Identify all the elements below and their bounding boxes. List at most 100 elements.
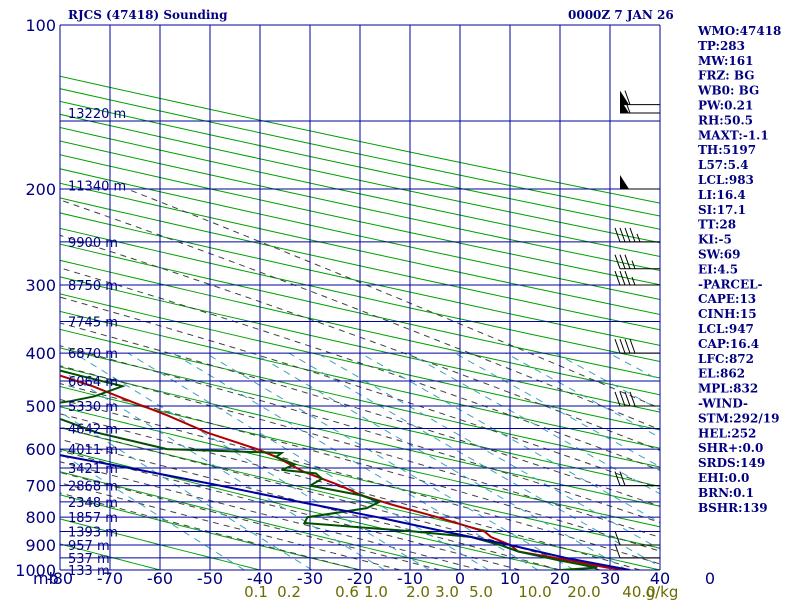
- pressure-tick-label: 800: [25, 508, 56, 527]
- moist-adiabat-line: [60, 492, 361, 570]
- index-item: KI:-5: [698, 233, 732, 247]
- wind-barb: [614, 471, 660, 487]
- wind-barb-half: [631, 260, 636, 269]
- index-item: MAXT:-1.1: [698, 128, 769, 142]
- moist-adiabat-line: [60, 199, 660, 431]
- index-item: EHI:0.0: [698, 471, 749, 485]
- wind-barb-pennant: [620, 98, 629, 113]
- sounding-series: [60, 369, 631, 570]
- wind-barb: [620, 98, 660, 114]
- index-item: WMO:47418: [697, 24, 781, 38]
- mixing-ratio-label: 10.0: [518, 583, 551, 600]
- wind-barb: [614, 530, 660, 546]
- height-label: 6064 m: [68, 375, 118, 390]
- wind-barb-half: [636, 233, 641, 243]
- moist-adiabat-line: [60, 450, 521, 570]
- height-label: 6870 m: [68, 347, 118, 362]
- moist-adiabats: [60, 188, 660, 570]
- sounding-line-2: [60, 454, 631, 570]
- wind-barb-flag: [619, 270, 626, 286]
- pressure-tick-label: 500: [25, 397, 56, 416]
- pressure-tick-label: 1000: [15, 561, 56, 580]
- wind-barb-flag: [614, 270, 621, 286]
- mixing-ratio-label: 2.0: [406, 583, 430, 600]
- temperature-tick-label: -20: [347, 569, 373, 588]
- height-label: 5330 m: [68, 400, 118, 415]
- wind-barb-pennant: [620, 175, 629, 190]
- wind-barb-pennant: [620, 90, 629, 105]
- wind-barb-flag: [614, 543, 621, 559]
- height-label: 537 m: [68, 552, 110, 567]
- wind-barb-flag: [624, 270, 631, 286]
- temperature-tick-label: 0: [455, 569, 465, 588]
- wind-barb: [614, 543, 660, 559]
- index-item: PW:0.21: [698, 99, 753, 113]
- index-item: LCL:983: [698, 173, 754, 187]
- temperature-tick-label: 0: [705, 569, 715, 588]
- wind-barb: [620, 175, 660, 190]
- wind-barb-flag: [619, 338, 626, 354]
- wind-barb-flag: [624, 227, 631, 243]
- height-label: 4642 m: [68, 422, 118, 437]
- height-label: 3421 m: [68, 462, 118, 477]
- pressure-tick-label: 600: [25, 440, 56, 459]
- pressure-tick-label: 300: [25, 276, 56, 295]
- index-item: TH:5197: [698, 143, 756, 157]
- index-item: EL:862: [698, 367, 745, 381]
- temperature-tick-label: -80: [47, 569, 73, 588]
- index-item: WB0: BG: [697, 84, 759, 98]
- temperature-tick-label: -40: [247, 569, 273, 588]
- height-label: 1857 m: [68, 511, 118, 526]
- wind-barb-flag: [619, 254, 626, 269]
- wind-barbs: [614, 90, 660, 559]
- temperature-tick-label: -10: [397, 569, 423, 588]
- mixing-ratio-label: 0.2: [277, 583, 301, 600]
- wind-barb-flag: [624, 254, 631, 269]
- wind-barb-flag: [624, 338, 631, 354]
- pressure-tick-label: 700: [25, 477, 56, 496]
- index-item: CAP:16.4: [698, 337, 759, 351]
- moist-adiabat-line: [60, 345, 660, 523]
- wind-barb-flag: [629, 227, 636, 243]
- moist-adiabat-line: [60, 471, 441, 570]
- index-item: BSHR:139: [698, 501, 768, 515]
- index-item: HEL:252: [698, 426, 756, 440]
- temperature-tick-label: -70: [97, 569, 123, 588]
- index-item: LI:16.4: [698, 188, 746, 202]
- mixing-ratio-label: 1.0: [364, 583, 388, 600]
- height-label: 8750 m: [68, 279, 118, 294]
- wind-barb-flag: [619, 471, 626, 486]
- wind-barb: [614, 227, 660, 243]
- moist-adiabat-line: [60, 296, 660, 490]
- mixing-ratio-label: g/kg: [646, 583, 679, 600]
- wind-barb: [614, 254, 660, 270]
- height-label: 957 m: [68, 539, 110, 554]
- index-item: MW:161: [698, 54, 753, 68]
- index-item: SW:69: [698, 248, 740, 262]
- temperature-tick-label: 40: [650, 569, 670, 588]
- wind-barb: [614, 338, 660, 354]
- mixing-ratio-label: 20.0: [567, 583, 600, 600]
- index-item: CAPE:13: [698, 292, 756, 306]
- y-axis-label: mb: [33, 569, 59, 588]
- moist-adiabat-line: [60, 322, 660, 507]
- index-item: SI:17.1: [698, 203, 746, 217]
- temperature-tick-label: -50: [197, 569, 223, 588]
- pressure-tick-label: 400: [25, 344, 56, 363]
- index-item: STM:292/19: [698, 411, 779, 425]
- index-item: CINH:15: [698, 307, 757, 321]
- pressure-tick-label: 100: [25, 16, 56, 35]
- index-item: TT:28: [698, 218, 736, 232]
- moist-adiabat-line: [60, 413, 641, 570]
- wind-barb-flag: [614, 391, 621, 407]
- height-label: 133 m: [68, 564, 110, 579]
- wind-barb-half: [626, 104, 631, 114]
- wind-barb-flag: [629, 338, 636, 354]
- moist-adiabat-line: [60, 267, 660, 471]
- index-item: TP:283: [698, 39, 745, 53]
- isotherms: [59, 25, 661, 570]
- moist-adiabat-line: [60, 234, 660, 452]
